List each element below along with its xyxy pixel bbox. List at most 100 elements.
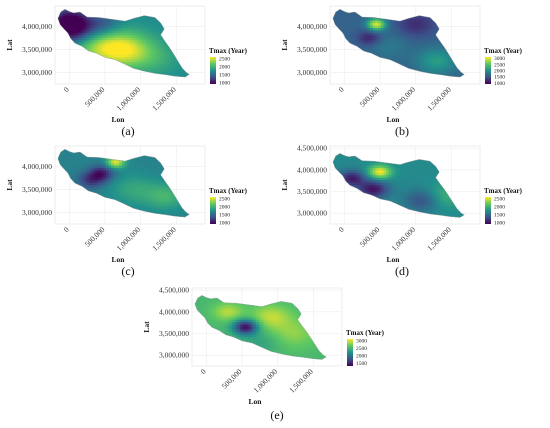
heatmap-cell	[119, 35, 123, 39]
heatmap-cell	[156, 177, 160, 181]
heatmap-cell	[415, 54, 419, 58]
heatmap-cell	[105, 185, 109, 188]
heatmap-cell	[60, 155, 64, 159]
heatmap-cell	[68, 153, 72, 157]
heatmap-cell	[87, 40, 91, 43]
heatmap-cell	[154, 182, 158, 186]
heatmap-cell	[132, 194, 136, 198]
heatmap-cell	[146, 15, 150, 19]
heatmap-cell	[164, 202, 168, 205]
heatmap-cell	[140, 37, 144, 41]
heatmap-cell	[89, 37, 93, 41]
heatmap-cell	[434, 47, 438, 51]
heatmap-cell	[410, 32, 414, 36]
heatmap-cell	[151, 42, 155, 46]
heatmap-cell	[65, 10, 69, 14]
heatmap-cell	[103, 167, 107, 171]
heatmap-cell	[119, 23, 123, 26]
heatmap-cell	[372, 25, 376, 29]
heatmap-cell	[113, 180, 118, 183]
heatmap-cell	[81, 18, 85, 22]
heatmap-cell	[415, 59, 419, 63]
heatmap-cell	[407, 20, 411, 24]
heatmap-cell	[159, 71, 163, 75]
heatmap-cell	[87, 180, 91, 183]
heatmap-cell	[156, 197, 160, 201]
heatmap-cell	[156, 189, 160, 193]
heatmap-cell	[127, 160, 131, 164]
heatmap-cell	[79, 177, 83, 181]
heatmap-cell	[351, 18, 355, 22]
heatmap-cell	[121, 170, 126, 174]
heatmap-cell	[450, 66, 454, 70]
heatmap-cell	[65, 13, 69, 17]
heatmap-cell	[84, 27, 88, 31]
heatmap-cell	[399, 35, 403, 39]
heatmap-cell	[407, 27, 411, 31]
heatmap-cell	[105, 47, 109, 51]
heatmap-cell	[92, 167, 96, 171]
heatmap-cell	[71, 177, 75, 181]
heatmap-cell	[132, 59, 136, 63]
heatmap-cell	[364, 25, 368, 29]
heatmap-cell	[386, 18, 390, 22]
heatmap-cell	[135, 175, 139, 179]
heatmap-cell	[105, 170, 109, 174]
heatmap-cell	[437, 71, 441, 75]
heatmap-cell	[119, 20, 123, 24]
heatmap-cell	[108, 177, 112, 181]
heatmap-cell	[97, 172, 101, 176]
heatmap-cell	[348, 30, 352, 34]
heatmap-cell	[402, 27, 406, 31]
heatmap-cell	[103, 54, 107, 58]
heatmap-cell	[97, 158, 101, 162]
heatmap-cell	[68, 170, 72, 174]
heatmap-cell	[140, 62, 144, 65]
heatmap-cell	[138, 18, 142, 22]
heatmap-cell	[148, 59, 152, 63]
heatmap-cell	[421, 45, 425, 48]
heatmap-cell	[151, 175, 155, 179]
heatmap-cell	[405, 20, 409, 24]
heatmap-cell	[348, 23, 352, 26]
heatmap-cell	[434, 45, 438, 48]
heatmap-cell	[87, 20, 91, 24]
heatmap-cell	[434, 69, 438, 73]
heatmap-cell	[354, 23, 358, 26]
heatmap-cell	[431, 37, 435, 41]
heatmap-cell	[135, 42, 139, 46]
heatmap-cell	[146, 45, 150, 48]
heatmap-cell	[431, 35, 435, 39]
heatmap-cell	[119, 59, 123, 63]
heatmap-cell	[113, 37, 118, 41]
heatmap-cell	[164, 45, 168, 48]
heatmap-cell	[127, 163, 131, 166]
heatmap-cell	[162, 69, 166, 73]
heatmap-cell	[156, 165, 160, 169]
heatmap-cell	[100, 42, 104, 46]
heatmap-cell	[421, 62, 425, 65]
heatmap-cell	[378, 42, 382, 46]
heatmap-cell	[415, 62, 419, 65]
heatmap-cell	[135, 66, 139, 70]
heatmap-cell	[354, 27, 358, 31]
heatmap-cell	[124, 165, 128, 169]
heatmap-cell	[340, 13, 344, 17]
heatmap-cell	[362, 47, 366, 51]
heatmap-cell	[135, 64, 139, 68]
heatmap-cell	[407, 64, 411, 68]
heatmap-cell	[434, 37, 438, 41]
heatmap-cell	[100, 175, 104, 179]
heatmap-cell	[89, 189, 93, 193]
heatmap-cell	[146, 206, 150, 210]
heatmap-cell	[71, 158, 75, 162]
heatmap-cell	[73, 15, 77, 19]
heatmap-cell	[340, 23, 344, 26]
heatmap-cell	[418, 69, 422, 73]
heatmap-cell	[108, 172, 112, 176]
heatmap-cell	[396, 45, 401, 48]
heatmap-cell	[413, 23, 417, 26]
heatmap-cell	[164, 204, 168, 208]
heatmap-cell	[138, 35, 142, 39]
heatmap-cell	[97, 187, 101, 191]
